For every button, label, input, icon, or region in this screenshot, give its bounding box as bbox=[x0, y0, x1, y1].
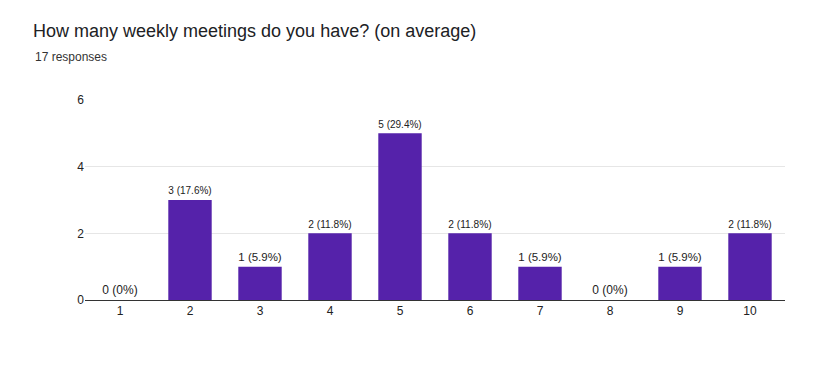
svg-text:0 (0%): 0 (0%) bbox=[102, 283, 137, 297]
svg-text:1: 1 bbox=[117, 304, 124, 318]
svg-text:2 (11.8%): 2 (11.8%) bbox=[728, 219, 771, 230]
svg-text:6: 6 bbox=[77, 93, 84, 107]
svg-text:2 (11.8%): 2 (11.8%) bbox=[448, 219, 491, 230]
svg-text:0 (0%): 0 (0%) bbox=[592, 283, 627, 297]
svg-text:7: 7 bbox=[537, 304, 544, 318]
svg-text:3 (17.6%): 3 (17.6%) bbox=[168, 185, 211, 196]
svg-text:1 (5.9%): 1 (5.9%) bbox=[518, 251, 562, 263]
svg-text:How many weekly meetings do yo: How many weekly meetings do you have? (o… bbox=[33, 21, 476, 41]
svg-text:6: 6 bbox=[467, 304, 474, 318]
svg-text:3: 3 bbox=[257, 304, 264, 318]
svg-text:4: 4 bbox=[327, 304, 334, 318]
svg-text:8: 8 bbox=[607, 304, 614, 318]
svg-text:5 (29.4%): 5 (29.4%) bbox=[378, 119, 421, 130]
svg-text:10: 10 bbox=[743, 304, 757, 318]
svg-text:9: 9 bbox=[677, 304, 684, 318]
svg-text:4: 4 bbox=[77, 160, 84, 174]
svg-text:17 responses: 17 responses bbox=[35, 50, 107, 64]
svg-text:0: 0 bbox=[77, 293, 84, 307]
svg-text:2 (11.8%): 2 (11.8%) bbox=[308, 219, 351, 230]
svg-text:1 (5.9%): 1 (5.9%) bbox=[658, 251, 702, 263]
svg-text:2: 2 bbox=[77, 227, 84, 241]
svg-text:2: 2 bbox=[187, 304, 194, 318]
svg-text:1 (5.9%): 1 (5.9%) bbox=[238, 251, 282, 263]
svg-text:5: 5 bbox=[397, 304, 404, 318]
